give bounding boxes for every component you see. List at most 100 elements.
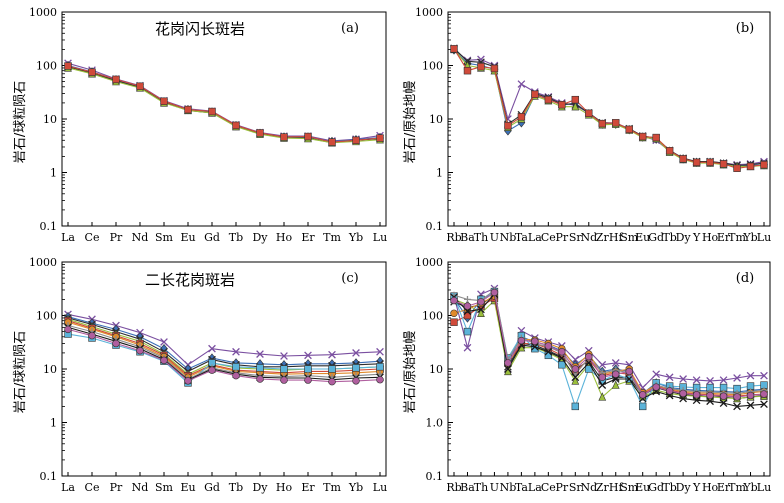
data-point — [376, 376, 384, 384]
x-tick-label: Dy — [252, 481, 268, 494]
data-point — [706, 158, 714, 167]
series-line-s1 — [67, 62, 381, 142]
data-point — [625, 367, 633, 376]
data-point — [665, 373, 674, 382]
data-point — [598, 381, 607, 389]
data-point — [232, 121, 240, 130]
y-tick-label: 1000 — [415, 256, 443, 269]
data-point — [746, 401, 755, 410]
x-tick-label: Pr — [555, 231, 568, 244]
data-point — [304, 132, 312, 141]
data-point — [136, 346, 144, 355]
x-tick-label: Eu — [180, 481, 195, 494]
series-line-s4 — [67, 67, 381, 144]
x-tick-label: Pr — [555, 481, 568, 494]
x-tick-label: Sm — [155, 481, 174, 494]
x-tick-label: La — [528, 481, 542, 494]
x-tick-label: Lu — [757, 481, 771, 494]
data-point — [558, 361, 566, 369]
x-tick-label: Hf — [609, 481, 624, 494]
x-tick-label: Ce — [85, 231, 100, 244]
data-point — [88, 331, 96, 340]
data-point — [232, 347, 240, 356]
x-tick-label: Pr — [110, 231, 123, 244]
series-line-s3 — [453, 47, 765, 167]
x-tick-label: Ho — [276, 481, 293, 494]
data-point — [256, 375, 264, 383]
data-point — [328, 138, 336, 146]
data-point — [544, 347, 553, 356]
data-point — [746, 391, 755, 400]
data-point — [136, 82, 144, 90]
series-line-s3 — [453, 294, 765, 400]
data-point — [208, 344, 216, 353]
data-point — [706, 397, 714, 406]
series-line-s10 — [67, 328, 381, 383]
data-point — [504, 121, 512, 130]
data-point — [733, 402, 741, 411]
y-tick-label: 1 — [50, 417, 57, 430]
series-line-s5 — [67, 65, 381, 143]
series-line-s7 — [453, 291, 765, 407]
data-point — [611, 380, 620, 389]
data-point — [706, 391, 714, 400]
data-point — [598, 392, 607, 401]
series-line-s1 — [453, 48, 765, 166]
x-tick-label: Er — [717, 481, 731, 494]
series-line-s5 — [453, 48, 765, 169]
x-tick-label: Tm — [323, 231, 341, 244]
data-point — [585, 352, 593, 361]
data-point — [504, 359, 512, 367]
y-tick-label: 10 — [429, 113, 443, 126]
data-point — [256, 364, 264, 372]
series-line-s8 — [67, 324, 381, 380]
x-tick-label: Er — [301, 481, 315, 494]
y-tick-label: 0.1 — [426, 470, 444, 483]
data-point — [304, 351, 312, 360]
data-point — [719, 399, 728, 408]
x-tick-label: Ta — [515, 231, 528, 244]
data-point — [64, 62, 72, 70]
data-point — [490, 288, 499, 297]
x-tick-label: Er — [301, 231, 315, 244]
data-point — [463, 343, 472, 352]
panel-d-letter: (d) — [736, 271, 754, 286]
x-tick-label: Tb — [229, 481, 243, 494]
x-tick-label: Ba — [460, 481, 475, 494]
x-tick-label: Lu — [757, 231, 771, 244]
x-tick-label: Rb — [446, 481, 461, 494]
data-point — [652, 383, 660, 391]
data-point — [463, 302, 472, 310]
x-tick-label: Yb — [348, 481, 363, 494]
y-tick-label: 1 — [436, 167, 443, 180]
data-point — [692, 376, 701, 384]
data-point — [558, 348, 566, 356]
data-point — [517, 80, 526, 88]
data-point — [760, 400, 768, 409]
x-tick-label: Sr — [569, 481, 583, 494]
x-tick-label: Ho — [702, 231, 719, 244]
data-point — [184, 105, 192, 114]
panel-c-ylabel: 岩石/球粒陨石 — [13, 331, 28, 413]
data-point — [352, 349, 360, 357]
data-point — [571, 373, 580, 382]
y-tick-label: 1 — [50, 167, 57, 180]
data-point — [544, 95, 553, 104]
data-point — [280, 376, 288, 384]
x-tick-label: Pr — [110, 481, 123, 494]
x-tick-label: Gd — [204, 231, 220, 244]
data-point — [719, 392, 728, 400]
panel-c-plot: 0.1 1 10 100 1000 La Ce Pr Nd Sm Eu Gd Tb Dy Ho Er Tm Yb L… — [29, 256, 387, 494]
data-point — [112, 339, 120, 348]
data-point — [733, 164, 741, 172]
x-tick-label: Tb — [662, 231, 676, 244]
data-point — [517, 336, 526, 345]
series-line-s6 — [67, 321, 381, 378]
x-tick-label: U — [490, 231, 499, 244]
x-tick-label: Zr — [596, 481, 610, 494]
data-point — [232, 371, 240, 380]
x-tick-label: Lu — [373, 231, 387, 244]
data-point — [160, 356, 168, 365]
data-point — [598, 373, 606, 381]
